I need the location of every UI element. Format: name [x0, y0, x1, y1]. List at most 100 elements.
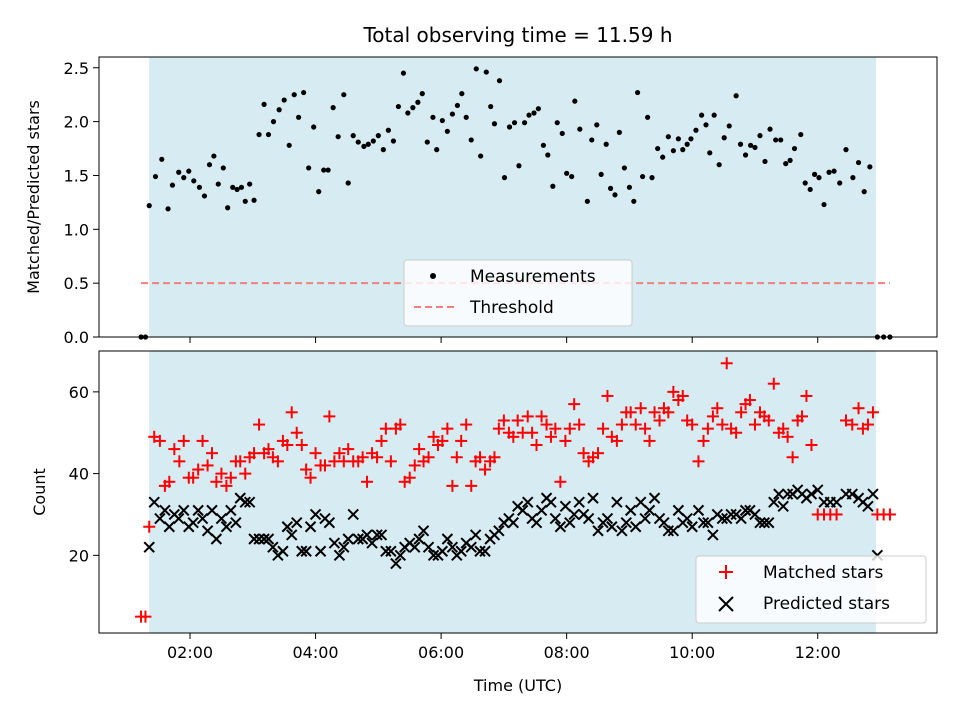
measurement-point	[645, 114, 651, 120]
predicted-star-point	[253, 533, 265, 545]
predicted-star-point	[436, 545, 449, 557]
measurement-point	[752, 144, 758, 151]
count-x-tick-label: 04:00	[293, 643, 339, 662]
predicted-star-point	[777, 500, 789, 513]
matched-star-point	[573, 418, 586, 431]
measurement-point	[506, 124, 513, 130]
ratio-y-tick-label: 2.5	[64, 59, 89, 78]
count-y-tick-label: 60	[69, 383, 89, 402]
measurement-point	[410, 105, 416, 111]
measurement-point	[584, 198, 590, 204]
matched-star-point	[563, 422, 576, 435]
predicted-star-point	[352, 533, 364, 545]
predicted-star-point	[291, 516, 303, 529]
matched-star-point	[253, 418, 266, 431]
measurements-points	[138, 66, 893, 340]
matched-star-point	[786, 451, 799, 464]
predicted-star-point	[725, 508, 737, 521]
measurement-point	[711, 112, 717, 118]
matched-star-point	[692, 455, 705, 468]
matched-star-point	[413, 443, 426, 456]
measurement-point	[501, 175, 508, 181]
matched-star-point	[281, 439, 294, 451]
predicted-star-point	[805, 488, 818, 500]
matched-star-point	[474, 451, 487, 464]
matched-star-point	[196, 434, 209, 447]
matched-star-point	[356, 451, 369, 464]
measurement-point	[559, 130, 565, 137]
matched-star-point	[716, 418, 729, 431]
matched-star-point	[210, 475, 223, 488]
measurement-point	[616, 129, 622, 135]
matched-star-point	[422, 451, 435, 464]
matched-stars-legend-marker	[719, 565, 733, 579]
matched-star-point	[701, 422, 714, 435]
predicted-star-point	[286, 529, 298, 541]
predicted-star-point	[620, 516, 632, 529]
measurement-point	[415, 99, 421, 105]
measurement-point	[350, 133, 356, 139]
matched-star-point	[648, 406, 661, 419]
measurement-point	[621, 165, 627, 171]
predicted-star-point	[635, 496, 647, 508]
predicted-star-point	[768, 496, 780, 508]
matched-star-point	[163, 475, 176, 488]
predicted-star-point	[163, 521, 176, 533]
measurement-point	[598, 171, 604, 177]
measurement-point	[385, 127, 391, 133]
matched-star-point	[215, 467, 228, 480]
measurement-point	[181, 175, 187, 181]
measurement-point	[665, 134, 671, 140]
x-axis-label: Time (UTC)	[473, 676, 562, 695]
measurement-point	[424, 139, 430, 145]
predicted-star-point	[225, 504, 237, 517]
matched-star-point	[234, 455, 247, 468]
predicted-star-point	[545, 496, 557, 508]
predicted-star-point	[441, 533, 454, 545]
measurement-point	[276, 107, 282, 113]
predicted-star-point	[662, 525, 675, 537]
predicted-star-point	[366, 537, 378, 549]
predicted-star-point	[773, 488, 785, 500]
measurement-point	[807, 186, 813, 193]
measurement-point	[721, 135, 727, 141]
count-y-axis-label: Count	[30, 468, 49, 516]
measurements-legend-label: Measurements	[470, 267, 596, 287]
measurement-point	[316, 189, 322, 195]
matched-star-point	[730, 426, 743, 439]
predicted-star-point	[230, 516, 242, 529]
predicted-star-point	[417, 525, 430, 537]
predicted-star-point	[304, 521, 317, 533]
measurement-point	[211, 153, 217, 159]
predicted-star-point	[143, 541, 155, 553]
matched-star-point	[777, 422, 790, 435]
predicted-star-point	[758, 516, 771, 529]
measurement-point	[281, 97, 287, 103]
measurement-point	[215, 181, 221, 187]
predicted-star-point	[469, 529, 482, 541]
measurement-point	[400, 70, 407, 76]
measurement-point	[301, 89, 307, 96]
matched-star-point	[220, 479, 233, 492]
matched-star-point	[375, 434, 388, 447]
measurement-point	[390, 138, 396, 144]
matched-star-point	[711, 402, 724, 415]
predicted-star-point	[148, 496, 160, 508]
predicted-star-point	[616, 525, 628, 537]
matched-star-point	[866, 406, 879, 419]
matched-star-point	[762, 414, 775, 427]
measurement-point	[296, 114, 302, 120]
measurement-point	[473, 66, 479, 72]
matched-star-point	[676, 389, 689, 402]
predicted-star-point	[248, 533, 260, 545]
predicted-star-point	[507, 516, 519, 529]
measurement-point	[483, 69, 489, 75]
measurement-point	[545, 152, 551, 158]
matched-star-point	[767, 377, 780, 390]
predicted-star-point	[554, 521, 567, 533]
matched-star-point	[720, 357, 733, 370]
matched-star-point	[177, 434, 190, 447]
measurement-point	[526, 112, 532, 118]
measurement-point	[311, 124, 317, 130]
matched-star-point	[143, 520, 156, 533]
